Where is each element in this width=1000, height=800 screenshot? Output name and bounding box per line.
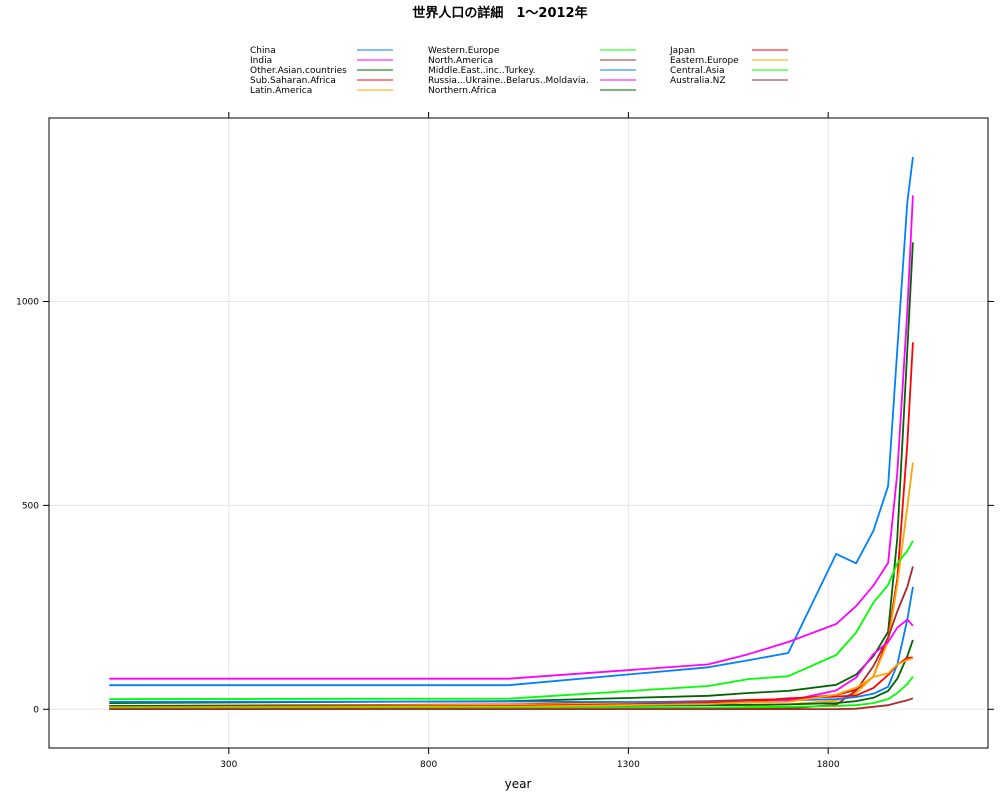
series-line-1 [109,195,914,680]
x-axis-title: year [505,777,532,791]
plot-frame [48,117,989,749]
series-line-8 [109,618,914,709]
series-line-13 [109,697,914,710]
legend-label: Latin.America [250,86,312,96]
x-tick-label: 800 [420,760,437,770]
chart-title: 世界人口の詳細 1〜2012年 [412,5,587,21]
legend-label: Sub.Saharan.Africa [250,76,336,86]
x-tick-label: 1800 [817,760,840,770]
legend-label: China [250,46,276,56]
legend-label: Northern.Africa [428,86,496,96]
series-line-3 [109,342,914,707]
series-layer [109,156,914,710]
legend-label: Japan [669,46,695,56]
legend-label: Central.Asia [670,66,725,76]
x-tick-label: 300 [220,760,237,770]
y-tick-label: 1000 [16,297,39,307]
legend-label: Western.Europe [428,46,500,56]
legend-label: Middle.East..inc..Turkey. [428,66,535,76]
legend-label: Australia.NZ [670,76,726,86]
legend-label: North.America [428,56,493,66]
legend-label: India [250,56,272,66]
series-line-0 [109,156,914,687]
legend-label: Eastern.Europe [670,56,739,66]
legend-label: Other.Asian.countries [250,66,347,76]
y-tick-label: 0 [33,705,39,715]
series-line-7 [109,586,914,704]
series-line-5 [109,540,914,700]
axis-ticks: 300 800 1300 1800 0 500 1000 [16,112,994,770]
series-line-9 [109,639,914,708]
series-line-6 [109,566,914,710]
series-line-4 [109,462,914,708]
grid [49,118,988,748]
series-line-11 [109,657,914,709]
series-line-2 [109,242,914,704]
series-line-12 [109,676,914,710]
x-tick-label: 1300 [617,760,640,770]
legend-label: Russia...Ukraine..Belarus..Moldavia. [428,76,589,86]
y-tick-label: 500 [22,501,39,511]
legend: ChinaIndiaOther.Asian.countriesSub.Sahar… [250,46,788,96]
